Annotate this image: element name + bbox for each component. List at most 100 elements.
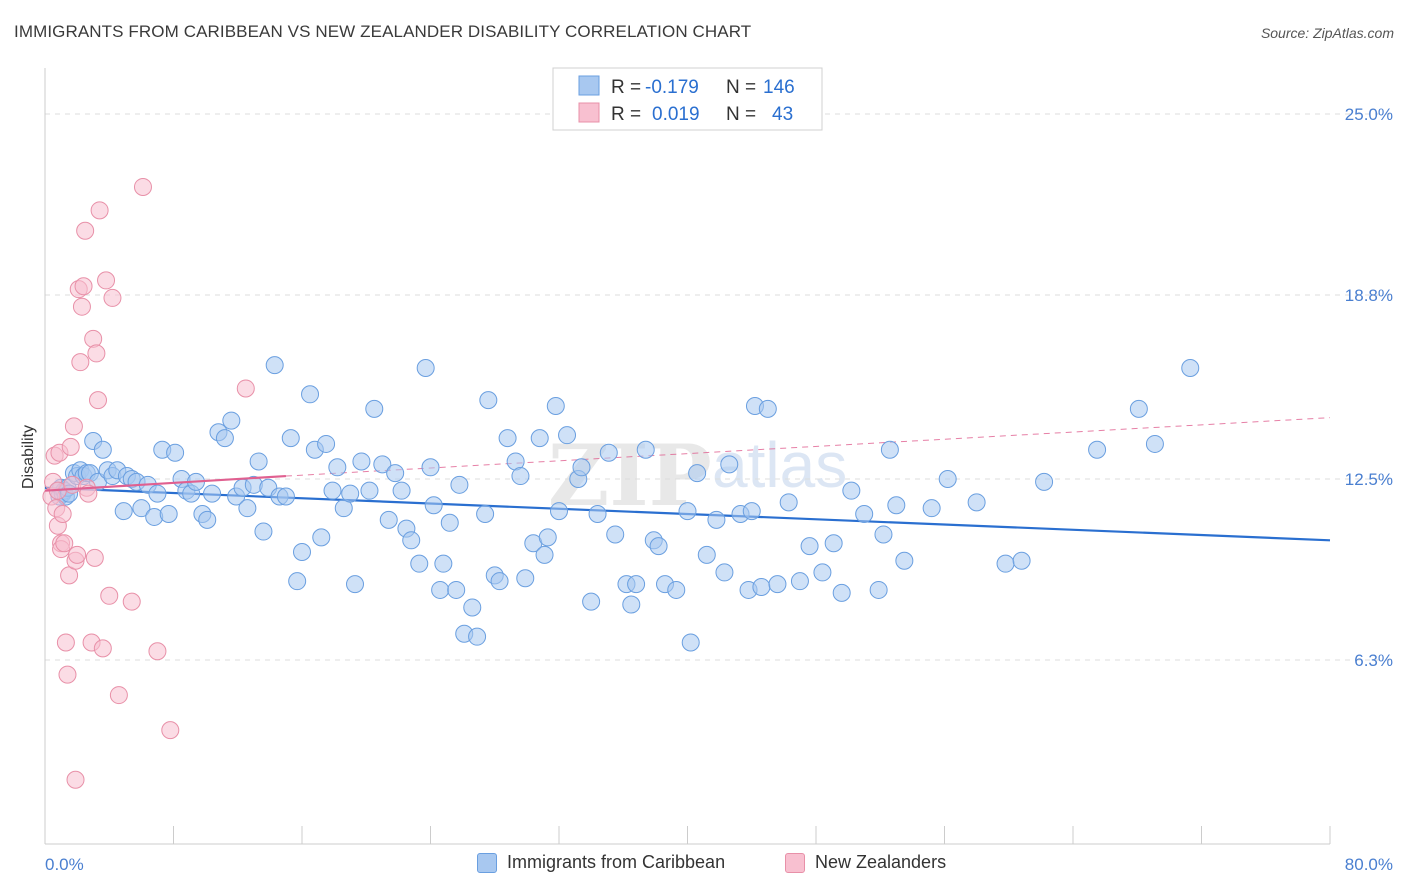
point-caribbean-62 (346, 575, 365, 594)
point-newzealanders-31 (89, 391, 108, 410)
point-caribbean-77 (434, 554, 453, 573)
point-caribbean-142 (1012, 551, 1031, 570)
point-newzealanders-18 (66, 770, 85, 789)
point-caribbean-133 (855, 505, 874, 524)
point-caribbean-87 (490, 572, 509, 591)
point-newzealanders-12 (58, 665, 77, 684)
point-caribbean-98 (558, 426, 577, 445)
point-newzealanders-34 (97, 271, 116, 290)
point-newzealanders-36 (103, 288, 122, 307)
legend-label-caribbean: Immigrants from Caribbean (507, 852, 726, 872)
point-caribbean-83 (468, 627, 487, 646)
point-caribbean-75 (424, 496, 443, 515)
x-tick-label-1: 80.0% (1345, 855, 1393, 874)
point-caribbean-107 (627, 575, 646, 594)
legend-swatch-caribbean (477, 852, 497, 873)
point-caribbean-140 (967, 493, 986, 512)
point-caribbean-58 (323, 481, 342, 500)
point-caribbean-90 (511, 467, 530, 486)
legend-item-caribbean: Immigrants from Caribbean (477, 852, 725, 873)
point-newzealanders-21 (71, 353, 90, 372)
point-caribbean-144 (1088, 440, 1107, 459)
legend-r-label-2: R = (611, 104, 641, 125)
point-caribbean-54 (301, 385, 320, 404)
point-caribbean-93 (530, 429, 549, 448)
point-caribbean-63 (352, 452, 371, 471)
point-caribbean-73 (416, 359, 435, 378)
point-newzealanders-19 (68, 545, 87, 564)
point-caribbean-69 (392, 481, 411, 500)
point-caribbean-117 (707, 510, 726, 529)
point-caribbean-128 (800, 537, 819, 556)
point-caribbean-141 (996, 554, 1015, 573)
legend-label-newzealanders: New Zealanders (815, 852, 947, 872)
point-caribbean-103 (599, 443, 618, 462)
point-caribbean-85 (479, 391, 498, 410)
point-newzealanders-28 (84, 329, 103, 348)
y-tick-label-1: 12.5% (1345, 470, 1393, 489)
point-caribbean-101 (582, 592, 601, 611)
legend-r-value-1: -0.179 (645, 77, 699, 98)
point-caribbean-136 (880, 440, 899, 459)
point-caribbean-131 (832, 583, 851, 602)
point-caribbean-110 (649, 537, 668, 556)
point-caribbean-96 (546, 396, 565, 415)
point-caribbean-76 (431, 580, 450, 599)
point-caribbean-130 (824, 534, 843, 553)
point-newzealanders-24 (76, 221, 95, 240)
point-caribbean-106 (622, 595, 641, 614)
point-caribbean-138 (922, 499, 941, 518)
point-newzealanders-14 (61, 437, 80, 456)
point-caribbean-147 (1181, 359, 1200, 378)
point-caribbean-30 (166, 443, 185, 462)
point-caribbean-36 (198, 510, 217, 529)
point-caribbean-39 (215, 429, 234, 448)
point-caribbean-74 (421, 458, 440, 477)
point-caribbean-59 (328, 458, 347, 477)
point-caribbean-149 (742, 502, 761, 521)
series-caribbean-points (48, 356, 1200, 652)
point-caribbean-137 (895, 551, 914, 570)
legend-swatch-pink (578, 102, 600, 123)
point-newzealanders-9 (53, 505, 72, 524)
point-caribbean-123 (752, 578, 771, 597)
y-tick-label-2: 18.8% (1345, 286, 1393, 305)
y-tick-label-3: 25.0% (1345, 105, 1393, 124)
source-credit: Source: ZipAtlas.com (1260, 25, 1394, 41)
point-caribbean-112 (667, 580, 686, 599)
point-caribbean-95 (538, 528, 557, 547)
point-caribbean-45 (249, 452, 268, 471)
point-caribbean-43 (238, 499, 257, 518)
point-caribbean-16 (93, 440, 112, 459)
point-caribbean-119 (720, 455, 739, 474)
y-axis-label: Disability (20, 425, 37, 489)
point-caribbean-132 (842, 481, 861, 500)
legend-n-label-1: N = (726, 77, 756, 98)
point-caribbean-64 (360, 481, 379, 500)
point-caribbean-134 (869, 580, 888, 599)
point-caribbean-88 (498, 429, 517, 448)
point-caribbean-72 (410, 554, 429, 573)
legend-item-newzealanders: New Zealanders (785, 852, 946, 873)
point-caribbean-125 (768, 575, 787, 594)
point-caribbean-114 (681, 633, 700, 652)
point-caribbean-79 (447, 580, 466, 599)
axes (44, 68, 1331, 845)
point-caribbean-51 (281, 429, 300, 448)
point-caribbean-139 (938, 469, 957, 488)
point-caribbean-52 (288, 572, 307, 591)
point-caribbean-124 (758, 399, 777, 418)
point-caribbean-61 (341, 484, 360, 503)
point-newzealanders-42 (236, 379, 255, 398)
point-caribbean-53 (293, 542, 311, 561)
point-caribbean-118 (715, 563, 734, 582)
tick-labels: 6.3% 12.5% 18.8% 25.0% 0.0% 80.0% (45, 105, 1393, 874)
point-caribbean-102 (588, 505, 607, 524)
point-caribbean-135 (874, 525, 893, 544)
point-caribbean-27 (148, 484, 167, 503)
point-newzealanders-16 (64, 417, 83, 436)
point-newzealanders-41 (161, 721, 180, 740)
legend-box: R = -0.179 N = 146 R = 0.019 N = 43 (552, 67, 823, 131)
point-caribbean-57 (317, 434, 336, 453)
point-newzealanders-40 (148, 642, 167, 661)
